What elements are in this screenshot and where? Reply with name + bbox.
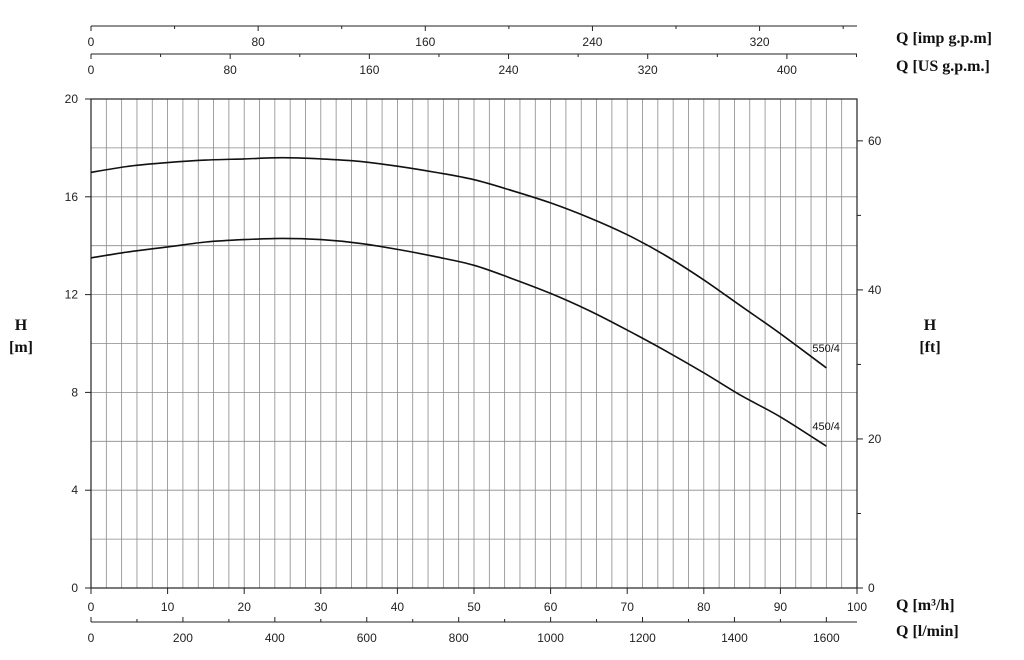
lmin-axis-tick-label: 0	[88, 631, 95, 645]
m3h-axis-tick-label: 80	[697, 600, 711, 614]
right-axis-tick-label: 60	[868, 134, 882, 148]
bottom-flow-axes: 0 10 20 30 40 50 60 70 80 90 1000 200 400 600 800 1000 1…	[88, 588, 867, 645]
m3h-axis-tick-label: 50	[467, 600, 481, 614]
right-axis-title-symbol: H	[924, 317, 937, 334]
m3h-axis-tick-label: 20	[238, 600, 252, 614]
left-axis-tick-label: 8	[71, 385, 78, 399]
us-gpm-axis-tick-label: 240	[499, 63, 519, 77]
imp-gpm-axis-tick-label: 160	[415, 35, 435, 49]
top-flow-axes: 0 80 160 240 320 0 80 160 240 320 400	[88, 25, 857, 77]
left-axis-title-symbol: H	[15, 317, 28, 334]
us-gpm-axis-tick-label: 80	[224, 63, 238, 77]
grid-lines	[91, 99, 857, 588]
lmin-axis-tick-label: 600	[357, 631, 377, 645]
right-axis-tick-label: 40	[868, 283, 882, 297]
imp-gpm-axis-tick-label: 320	[750, 35, 770, 49]
pump-curve-450-4	[90, 237, 827, 447]
bottom-m3h-axis-title: Q [m³/h]	[896, 597, 955, 614]
m3h-axis-tick-label: 70	[621, 600, 635, 614]
lmin-axis-tick-label: 800	[449, 631, 469, 645]
left-head-axis: 0 4 8 12 16 20	[65, 92, 91, 595]
right-axis-title-unit: [ft]	[919, 339, 940, 356]
imp-gpm-axis-tick-label: 80	[251, 35, 265, 49]
bottom-lmin-axis-title: Q [l/min]	[896, 623, 959, 640]
m3h-axis-tick-label: 40	[391, 600, 405, 614]
curve-label-450-4: 450/4	[812, 421, 840, 433]
lmin-axis-tick-label: 400	[265, 631, 285, 645]
m3h-axis-tick-label: 10	[161, 600, 175, 614]
lmin-axis-tick-label: 200	[173, 631, 193, 645]
imp-gpm-axis-tick-label: 240	[582, 35, 602, 49]
us-gpm-axis-tick-label: 400	[777, 63, 797, 77]
left-axis-tick-label: 0	[71, 581, 78, 595]
imp-gpm-axis-tick-label: 0	[88, 35, 95, 49]
left-axis-tick-label: 12	[65, 288, 79, 302]
lmin-axis-tick-label: 1400	[721, 631, 748, 645]
left-axis-tick-label: 4	[71, 483, 78, 497]
left-axis-tick-label: 20	[65, 92, 79, 106]
right-axis-tick-label: 0	[868, 581, 875, 595]
left-axis-tick-label: 16	[65, 190, 79, 204]
us-gpm-axis-tick-label: 0	[88, 63, 95, 77]
pump-curve-550-4	[90, 156, 827, 369]
lmin-axis-tick-label: 1000	[537, 631, 564, 645]
right-axis-tick-label: 20	[868, 432, 882, 446]
lmin-axis-tick-label: 1600	[813, 631, 840, 645]
right-head-axis: 0 20 40 60	[857, 134, 882, 595]
us-gpm-axis-tick-label: 320	[638, 63, 658, 77]
m3h-axis-tick-label: 30	[314, 600, 328, 614]
top-us-axis-title: Q [US g.p.m.]	[896, 58, 990, 75]
m3h-axis-tick-label: 100	[847, 600, 867, 614]
m3h-axis-tick-label: 0	[88, 600, 95, 614]
us-gpm-axis-tick-label: 160	[359, 63, 379, 77]
top-imp-axis-title: Q [imp g.p.m]	[896, 30, 992, 47]
m3h-axis-tick-label: 60	[544, 600, 558, 614]
lmin-axis-tick-label: 1200	[629, 631, 656, 645]
pump-curves: 550/4 450/4	[90, 156, 840, 447]
curve-label-550-4: 550/4	[812, 343, 840, 355]
m3h-axis-tick-label: 90	[774, 600, 788, 614]
left-axis-title-unit: [m]	[9, 339, 33, 356]
